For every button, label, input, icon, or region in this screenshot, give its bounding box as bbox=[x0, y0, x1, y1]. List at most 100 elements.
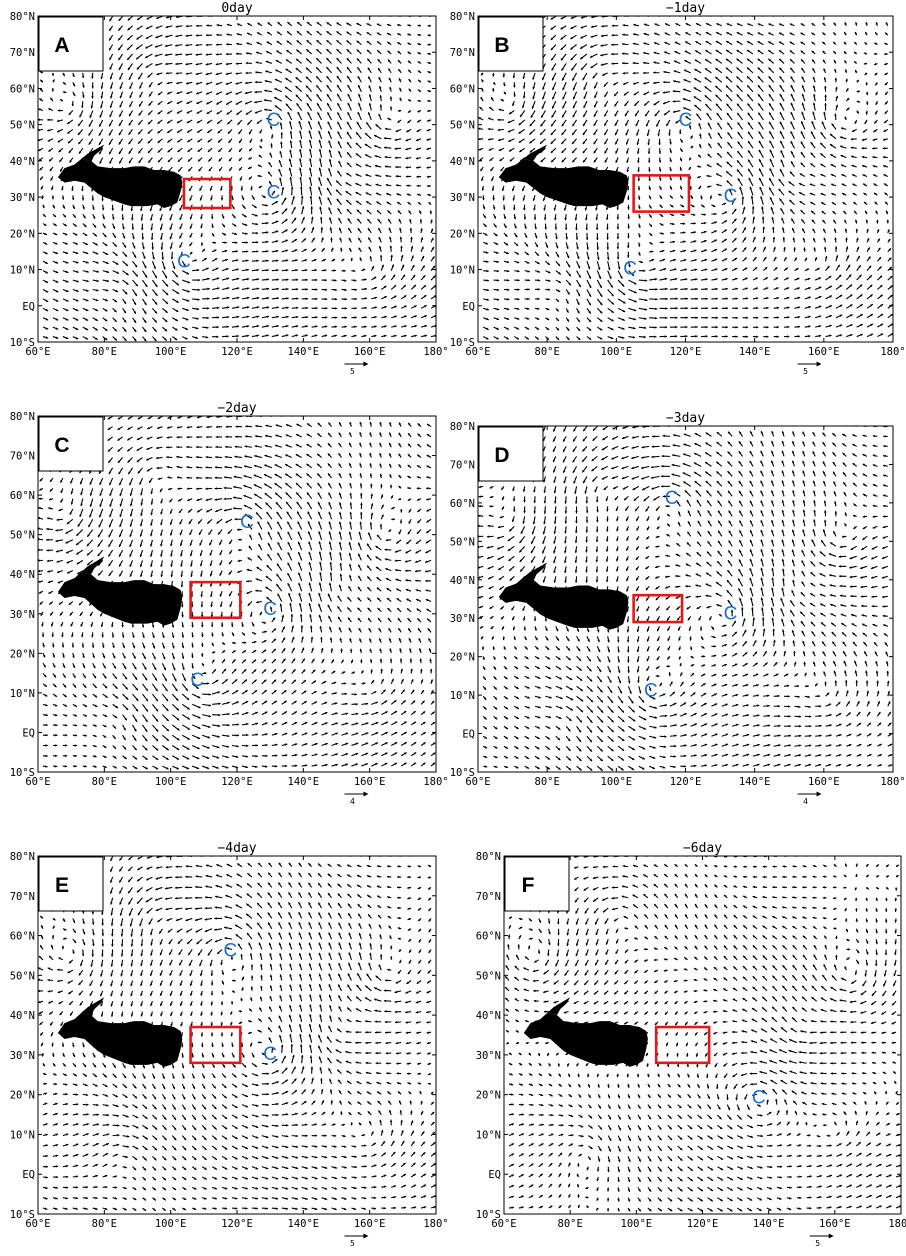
y-tick-label: 60°N bbox=[10, 83, 35, 95]
y-tick-label: 10°S bbox=[10, 767, 35, 779]
panel-letter-box bbox=[478, 16, 544, 72]
y-tick-label: 10°S bbox=[450, 767, 475, 779]
x-tick-label: 120°E bbox=[221, 776, 253, 788]
panel-letter-box bbox=[38, 856, 104, 912]
y-tick-label: 20°N bbox=[450, 228, 475, 240]
cyclone-label: C bbox=[223, 940, 237, 961]
x-tick-label: 180° bbox=[423, 1218, 448, 1230]
y-tick-label: 70°N bbox=[10, 47, 35, 59]
y-tick-label: 30°N bbox=[450, 192, 475, 204]
panel-c: C C C 60°E 80°E 100°E 120°E 140°E 160°E 180° 80°N 7… bbox=[0, 401, 453, 828]
map-svg: C C C 60°E 80°E 100°E 120°E 140°E 160°E 180° 80°N 7… bbox=[450, 1, 906, 376]
x-tick-label: 60°E bbox=[465, 776, 490, 788]
y-tick-label: 70°N bbox=[450, 459, 475, 471]
x-tick-label: 80°E bbox=[535, 346, 560, 358]
y-tick-label: EQ bbox=[462, 301, 475, 313]
cyclone-label: C bbox=[177, 251, 191, 272]
x-tick-label: 140°E bbox=[739, 346, 771, 358]
panel-letter-box bbox=[38, 16, 104, 72]
map-svg: C C C 60°E 80°E 100°E 120°E 140°E 160°E 180° 80°N 7… bbox=[10, 401, 449, 806]
y-tick-label: 30°N bbox=[10, 192, 35, 204]
y-tick-label: 30°N bbox=[476, 1050, 501, 1062]
y-tick-label: 30°N bbox=[450, 613, 475, 625]
x-tick-label: 160°E bbox=[819, 1218, 851, 1230]
x-tick-label: 140°E bbox=[753, 1218, 785, 1230]
wind-field bbox=[38, 416, 436, 770]
x-tick-label: 160°E bbox=[354, 346, 386, 358]
panel-letter: C bbox=[54, 434, 69, 457]
y-tick-label: 80°N bbox=[450, 11, 475, 23]
x-tick-label: 100°E bbox=[155, 1218, 187, 1230]
cyclone-label: C bbox=[623, 259, 637, 280]
y-tick-label: 10°S bbox=[450, 337, 475, 349]
terrain-spur bbox=[81, 556, 105, 575]
y-tick-label: 10°N bbox=[450, 690, 475, 702]
y-tick-label: 10°N bbox=[476, 1129, 501, 1141]
x-tick-label: 120°E bbox=[221, 346, 253, 358]
tibetan-plateau-terrain bbox=[498, 577, 629, 630]
y-tick-label: 50°N bbox=[476, 970, 501, 982]
reference-vector-label: 4 bbox=[350, 797, 355, 806]
cyclone-label: C bbox=[267, 183, 281, 204]
map-svg: C C 60°E 80°E 100°E 120°E 140°E 160°E 180° 80°N 70… bbox=[10, 841, 449, 1248]
y-tick-label: 40°N bbox=[10, 569, 35, 581]
y-tick-label: EQ bbox=[488, 1169, 501, 1181]
y-tick-label: 20°N bbox=[10, 1090, 35, 1102]
x-tick-label: 140°E bbox=[739, 776, 771, 788]
cyclone-label: C bbox=[263, 1044, 277, 1065]
terrain-spur bbox=[522, 144, 548, 161]
cyclone-label: C bbox=[263, 599, 277, 620]
y-tick-label: 80°N bbox=[10, 11, 35, 23]
y-tick-label: 70°N bbox=[10, 451, 35, 463]
x-tick-label: 100°E bbox=[621, 1218, 653, 1230]
y-tick-label: 20°N bbox=[10, 648, 35, 660]
terrain-spur bbox=[522, 562, 548, 580]
panel-title: −4day bbox=[217, 841, 256, 856]
study-region-box bbox=[182, 177, 232, 210]
y-tick-label: 60°N bbox=[476, 931, 501, 943]
wind-field bbox=[478, 16, 893, 341]
y-tick-label: 40°N bbox=[450, 156, 475, 168]
y-tick-label: EQ bbox=[22, 301, 35, 313]
cyclone-label: C bbox=[752, 1088, 766, 1109]
panel-letter: D bbox=[494, 444, 509, 467]
reference-vector-label: 5 bbox=[350, 367, 355, 376]
y-tick-label: 50°N bbox=[10, 120, 35, 132]
cyclone-label: C bbox=[724, 186, 738, 207]
x-tick-label: 100°E bbox=[601, 346, 633, 358]
reference-vector-label: 5 bbox=[815, 1239, 820, 1248]
terrain-spur bbox=[81, 997, 105, 1016]
x-tick-label: 180° bbox=[888, 1218, 906, 1230]
tibetan-plateau-terrain bbox=[498, 159, 629, 208]
terrain-spur bbox=[81, 144, 105, 161]
x-tick-label: 140°E bbox=[288, 776, 320, 788]
map-svg: C 60°E 80°E 100°E 120°E 140°E 160°E 180° 80°N 70°… bbox=[476, 841, 906, 1248]
y-tick-label: 50°N bbox=[450, 120, 475, 132]
x-tick-label: 100°E bbox=[155, 776, 187, 788]
reference-vector-label: 4 bbox=[803, 797, 808, 806]
cyclone-label: C bbox=[665, 488, 679, 509]
y-tick-label: 30°N bbox=[10, 1050, 35, 1062]
cyclone-label: C bbox=[267, 110, 281, 131]
study-region-box bbox=[632, 593, 684, 624]
x-tick-label: 120°E bbox=[221, 1218, 253, 1230]
y-tick-label: 10°N bbox=[10, 1129, 35, 1141]
y-tick-label: 40°N bbox=[10, 156, 35, 168]
tibetan-plateau-terrain bbox=[57, 572, 183, 626]
x-tick-label: 180° bbox=[423, 346, 448, 358]
y-tick-label: EQ bbox=[22, 1169, 35, 1181]
x-tick-label: 80°E bbox=[92, 776, 117, 788]
y-tick-label: 10°N bbox=[450, 265, 475, 277]
panel-title: −2day bbox=[217, 401, 256, 416]
y-tick-label: 80°N bbox=[10, 411, 35, 423]
cyclone-label: C bbox=[644, 680, 658, 701]
x-tick-label: 100°E bbox=[601, 776, 633, 788]
y-tick-label: 10°S bbox=[10, 337, 35, 349]
y-tick-label: 50°N bbox=[450, 536, 475, 548]
panel-title: −3day bbox=[666, 411, 705, 426]
panel-letter: A bbox=[54, 34, 69, 57]
x-tick-label: 80°E bbox=[92, 346, 117, 358]
x-tick-label: 180° bbox=[880, 346, 905, 358]
x-tick-label: 100°E bbox=[155, 346, 187, 358]
panel-a: C C C 60°E 80°E 100°E 120°E 140°E 160°E 180° 80°N 7… bbox=[0, 0, 453, 380]
